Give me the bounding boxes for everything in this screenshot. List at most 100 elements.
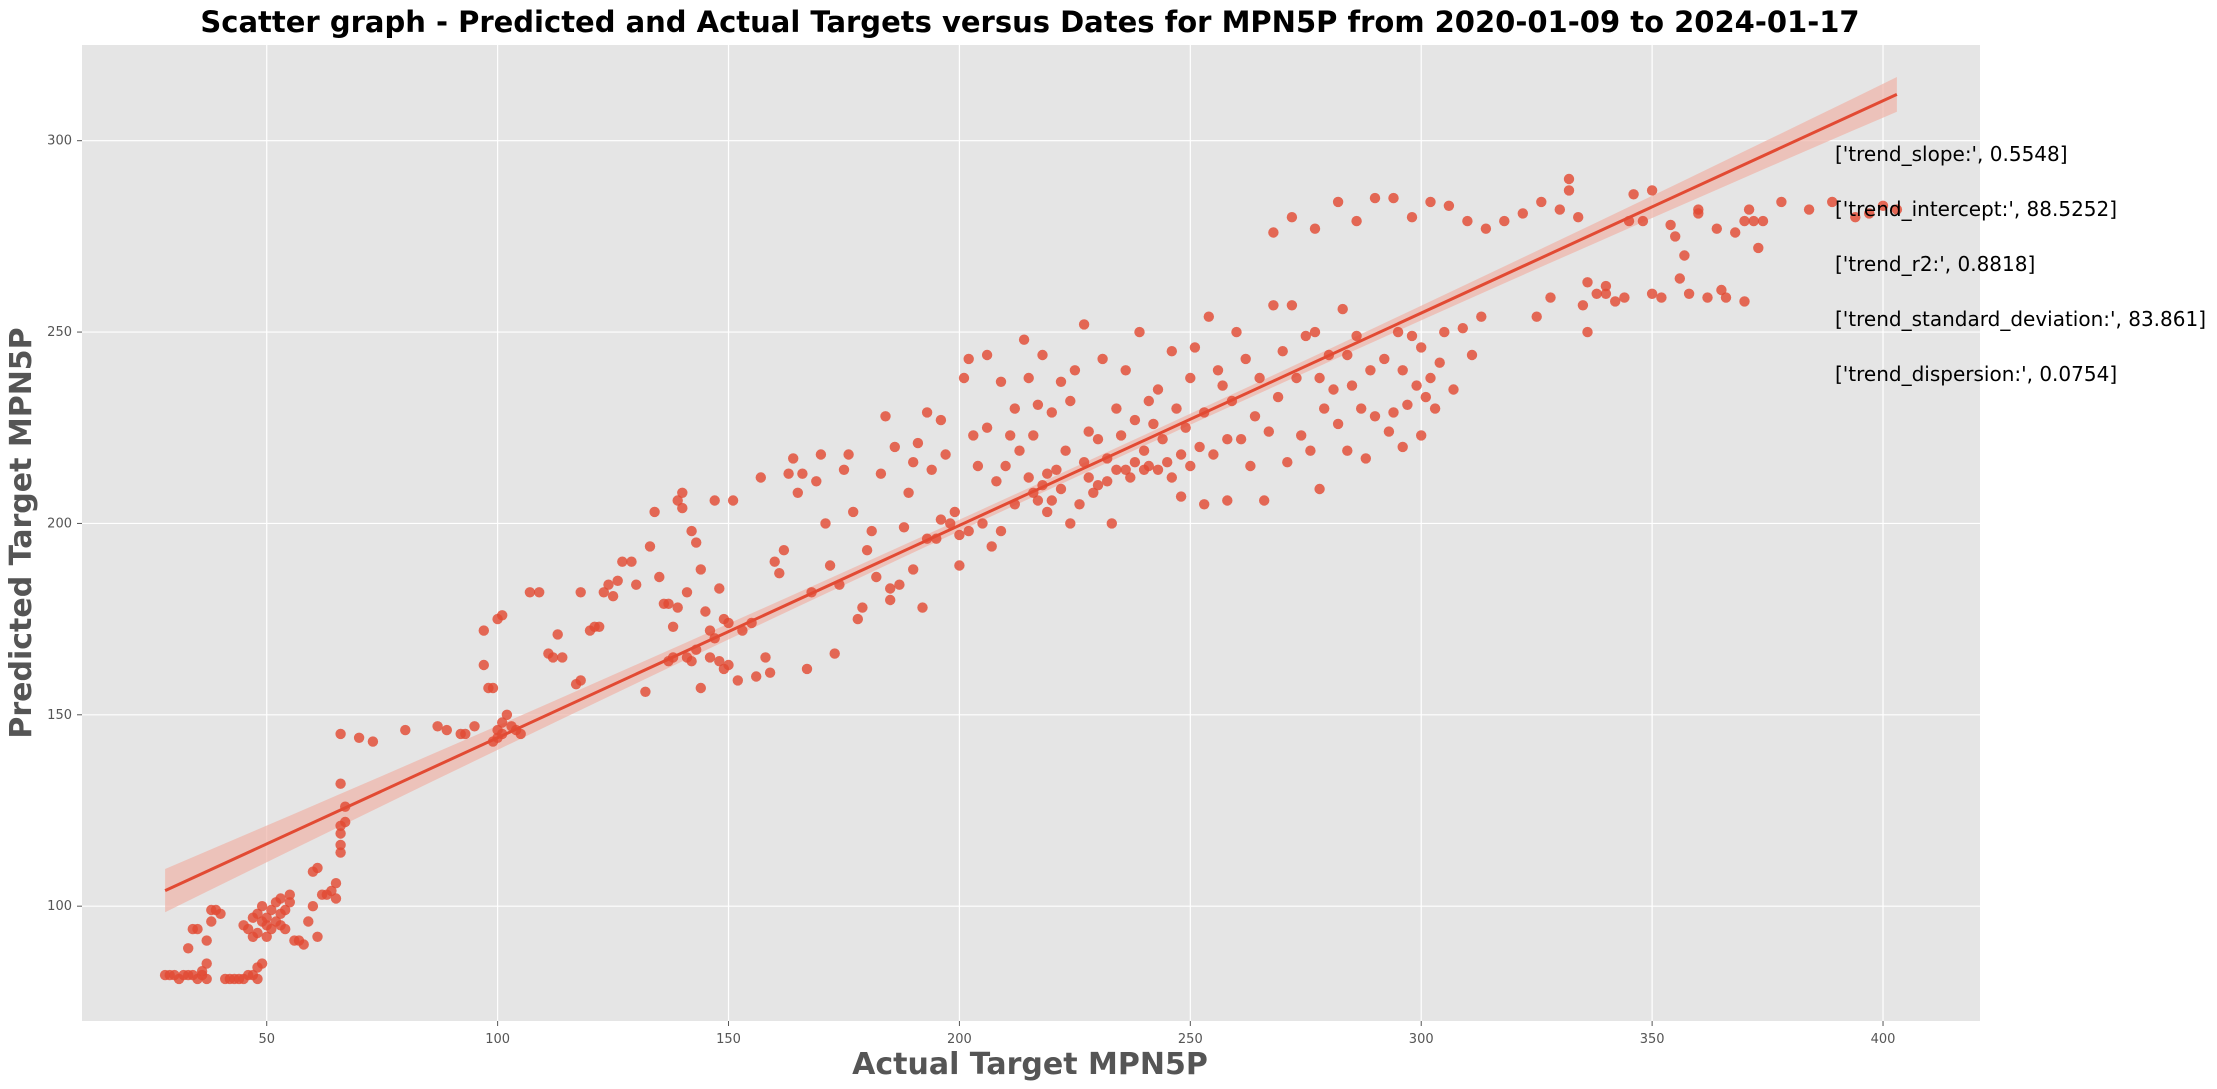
x-tick-label: 150: [716, 1032, 741, 1047]
data-point: [284, 889, 295, 900]
data-point: [649, 506, 660, 518]
data-point: [1637, 215, 1649, 227]
data-point: [1217, 380, 1228, 391]
data-point: [727, 495, 739, 506]
data-point: [1055, 483, 1067, 495]
data-point: [1078, 457, 1090, 468]
data-point: [1240, 353, 1251, 365]
data-point: [640, 686, 651, 697]
data-point: [972, 460, 984, 472]
data-point: [940, 449, 951, 460]
data-point: [774, 568, 785, 579]
data-point: [704, 625, 716, 636]
data-point: [1582, 326, 1593, 338]
data-point: [1175, 449, 1187, 460]
data-point: [1120, 365, 1131, 376]
data-point: [598, 587, 609, 598]
trend-annotations: ['trend_slope:', 0.5548] ['trend_interce…: [1835, 142, 2206, 386]
data-point: [1356, 403, 1367, 414]
data-point: [1369, 192, 1381, 204]
data-point: [1129, 414, 1141, 426]
data-point: [769, 556, 780, 567]
annotation-trend-dispersion: ['trend_dispersion:', 0.0754]: [1835, 362, 2117, 386]
data-point: [252, 973, 263, 985]
data-point: [935, 514, 947, 525]
data-point: [778, 545, 790, 556]
data-point: [1656, 292, 1667, 303]
data-point: [1083, 426, 1094, 437]
data-point: [501, 709, 513, 720]
trend-line: [164, 92, 1898, 893]
data-point: [644, 541, 656, 552]
data-point: [885, 594, 896, 606]
data-point: [1018, 334, 1030, 345]
data-point: [1060, 445, 1071, 456]
chart-title: Scatter graph - Predicted and Actual Tar…: [200, 5, 1859, 39]
data-point: [764, 667, 776, 678]
data-point: [857, 602, 868, 613]
data-point: [954, 529, 965, 541]
data-point: [1309, 326, 1321, 338]
data-point: [1245, 460, 1256, 472]
data-point: [330, 893, 342, 904]
data-point: [303, 916, 314, 927]
data-point: [704, 652, 716, 663]
data-point: [400, 724, 411, 736]
data-point: [1466, 349, 1478, 361]
data-point: [677, 502, 688, 514]
data-point: [1499, 215, 1510, 227]
data-point: [889, 441, 900, 453]
data-point: [631, 579, 642, 590]
data-point: [1143, 460, 1155, 472]
data-point: [594, 621, 605, 632]
data-point: [335, 847, 346, 858]
data-point: [1203, 311, 1215, 322]
data-point: [1097, 353, 1108, 365]
data-point: [1582, 277, 1593, 288]
x-tick-label: 300: [1409, 1032, 1434, 1047]
data-point: [1088, 487, 1099, 498]
data-point: [1212, 365, 1224, 376]
data-point: [935, 414, 947, 426]
data-point: [1406, 212, 1418, 223]
data-point: [1032, 495, 1044, 506]
data-point: [945, 518, 956, 529]
data-point: [603, 579, 614, 590]
data-point: [995, 525, 1007, 537]
data-point: [1743, 204, 1755, 215]
data-point: [515, 728, 526, 740]
data-point: [958, 372, 970, 384]
data-point: [432, 721, 443, 732]
data-point: [1138, 445, 1150, 456]
data-point: [478, 659, 489, 671]
data-point: [487, 682, 499, 694]
data-point: [1439, 326, 1450, 338]
data-point: [626, 556, 637, 567]
data-point: [1416, 342, 1427, 353]
data-point: [829, 648, 840, 659]
data-point: [1231, 326, 1242, 338]
data-point: [1074, 499, 1085, 510]
data-point: [1300, 330, 1312, 342]
data-point: [1665, 219, 1676, 231]
data-point: [672, 602, 683, 613]
data-point: [367, 736, 379, 747]
data-point: [1272, 391, 1284, 403]
data-point: [1425, 372, 1436, 384]
data-point: [732, 675, 743, 686]
data-point: [1406, 330, 1418, 342]
data-point: [871, 571, 882, 583]
data-point: [843, 449, 854, 460]
data-point: [949, 506, 960, 518]
data-point: [1185, 372, 1196, 384]
data-point: [1610, 296, 1621, 307]
data-point: [335, 839, 346, 851]
data-point: [1305, 445, 1316, 456]
data-point: [1748, 215, 1759, 227]
data-point: [1346, 380, 1358, 391]
data-point: [667, 621, 679, 632]
data-point: [307, 901, 319, 912]
data-point: [1129, 457, 1141, 468]
data-point: [875, 468, 887, 479]
data-point: [312, 862, 323, 874]
